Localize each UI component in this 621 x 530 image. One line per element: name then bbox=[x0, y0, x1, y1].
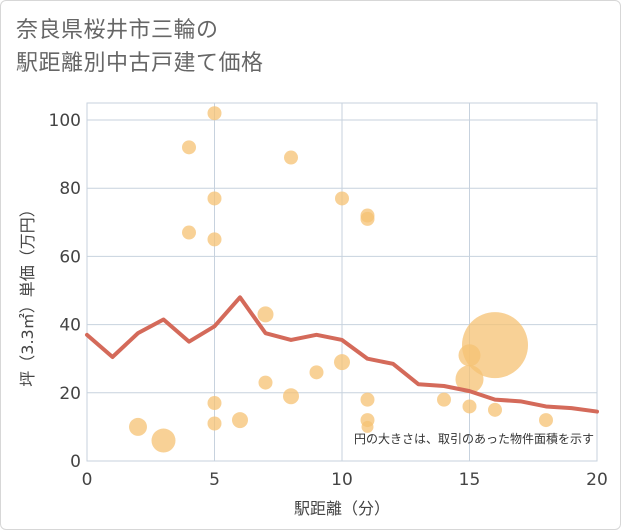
chart-note: 円の大きさは、取引のあった物件面積を示す bbox=[354, 431, 594, 446]
chart-title: 奈良県桜井市三輪の 駅距離別中古戸建て価格 bbox=[16, 14, 264, 80]
data-point bbox=[539, 413, 553, 428]
y-tick-label: 40 bbox=[59, 316, 81, 336]
data-point bbox=[283, 388, 299, 405]
data-point bbox=[129, 417, 147, 436]
y-tick-label: 20 bbox=[59, 384, 81, 404]
data-point bbox=[334, 354, 350, 371]
trend-line bbox=[85, 295, 599, 414]
data-point bbox=[182, 225, 196, 240]
y-axis-label: 坪（3.3㎡）単価（万円） bbox=[18, 201, 37, 386]
data-point bbox=[488, 402, 502, 417]
data-point bbox=[360, 392, 375, 407]
data-point bbox=[207, 396, 222, 411]
data-point bbox=[257, 306, 274, 323]
data-point bbox=[361, 420, 374, 433]
data-point bbox=[335, 191, 349, 206]
data-point bbox=[462, 399, 477, 414]
x-tick-label: 15 bbox=[459, 470, 481, 490]
chart-title-line2: 駅距離別中古戸建て価格 bbox=[16, 51, 264, 76]
data-point bbox=[284, 150, 298, 165]
data-point bbox=[207, 191, 222, 206]
x-tick-label: 0 bbox=[82, 470, 93, 490]
x-tick-label: 20 bbox=[586, 470, 608, 490]
data-point bbox=[258, 375, 273, 390]
y-tick-label: 0 bbox=[70, 452, 81, 472]
y-tick-label: 80 bbox=[59, 179, 81, 199]
data-point bbox=[207, 232, 222, 247]
y-tick-label: 100 bbox=[49, 111, 81, 131]
data-point bbox=[462, 312, 528, 379]
x-tick-label: 10 bbox=[331, 470, 353, 490]
y-tick-label: 60 bbox=[59, 247, 81, 267]
data-point bbox=[182, 140, 196, 155]
data-point bbox=[207, 106, 222, 121]
data-point bbox=[232, 412, 248, 429]
data-point bbox=[207, 416, 222, 431]
x-tick-label: 5 bbox=[209, 470, 220, 490]
x-axis-label: 駅距離（分） bbox=[294, 499, 390, 518]
data-point bbox=[309, 365, 324, 380]
data-point bbox=[360, 211, 375, 226]
data-point bbox=[151, 428, 176, 453]
data-point bbox=[437, 392, 451, 407]
chart-title-line1: 奈良県桜井市三輪の bbox=[16, 18, 219, 43]
